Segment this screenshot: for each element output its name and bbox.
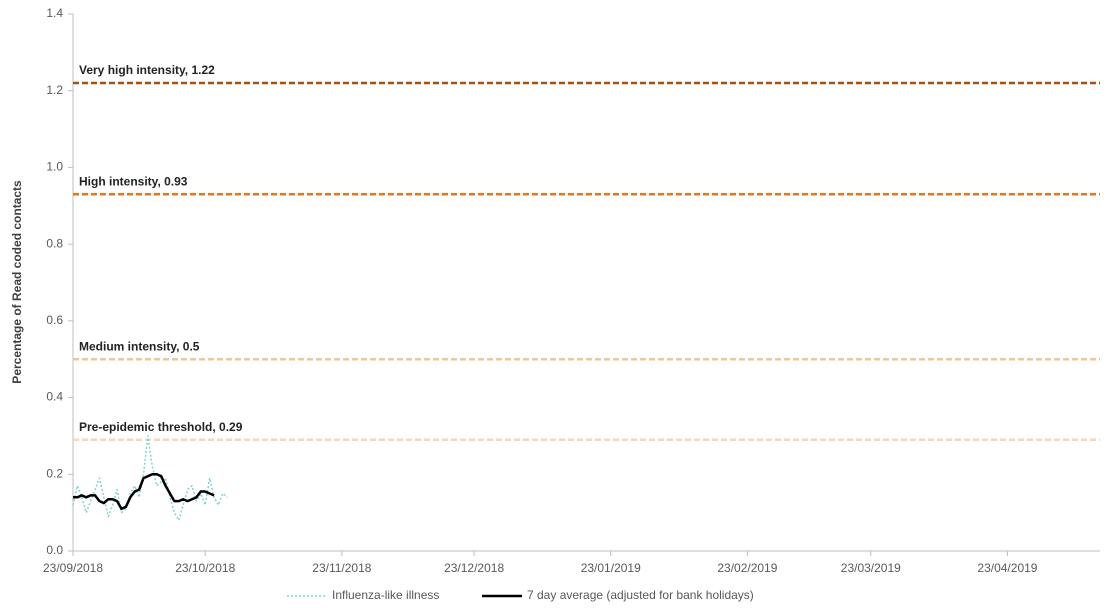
threshold-label: Pre-epidemic threshold, 0.29 bbox=[79, 420, 243, 434]
legend-label: Influenza-like illness bbox=[332, 588, 439, 602]
series-line bbox=[73, 473, 215, 511]
y-tick-label: 0.8 bbox=[46, 236, 63, 250]
x-tick-label: 23/11/2018 bbox=[312, 561, 371, 575]
threshold-label: High intensity, 0.93 bbox=[79, 174, 188, 188]
x-tick-label: 23/02/2019 bbox=[717, 561, 777, 575]
threshold-label: Very high intensity, 1.22 bbox=[79, 63, 215, 77]
y-tick-label: 1.4 bbox=[46, 6, 63, 20]
x-tick-label: 23/10/2018 bbox=[175, 561, 235, 575]
y-tick-label: 0.6 bbox=[46, 313, 63, 327]
y-tick-label: 0.4 bbox=[46, 390, 63, 404]
x-tick-label: 23/04/2019 bbox=[977, 561, 1037, 575]
legend-label: 7 day average (adjusted for bank holiday… bbox=[527, 588, 754, 602]
x-tick-label: 23/03/2019 bbox=[841, 561, 901, 575]
y-axis-label: Percentage of Read coded contacts bbox=[10, 180, 24, 384]
x-tick-label: 23/09/2018 bbox=[43, 561, 103, 575]
threshold-label: Medium intensity, 0.5 bbox=[79, 339, 200, 353]
y-tick-label: 1.2 bbox=[46, 83, 63, 97]
y-tick-label: 1.0 bbox=[46, 160, 63, 174]
x-tick-label: 23/01/2019 bbox=[581, 561, 641, 575]
series-line bbox=[72, 435, 228, 522]
y-tick-label: 0.2 bbox=[46, 466, 63, 480]
x-tick-label: 23/12/2018 bbox=[444, 561, 504, 575]
y-tick-label: 0.0 bbox=[46, 543, 63, 557]
